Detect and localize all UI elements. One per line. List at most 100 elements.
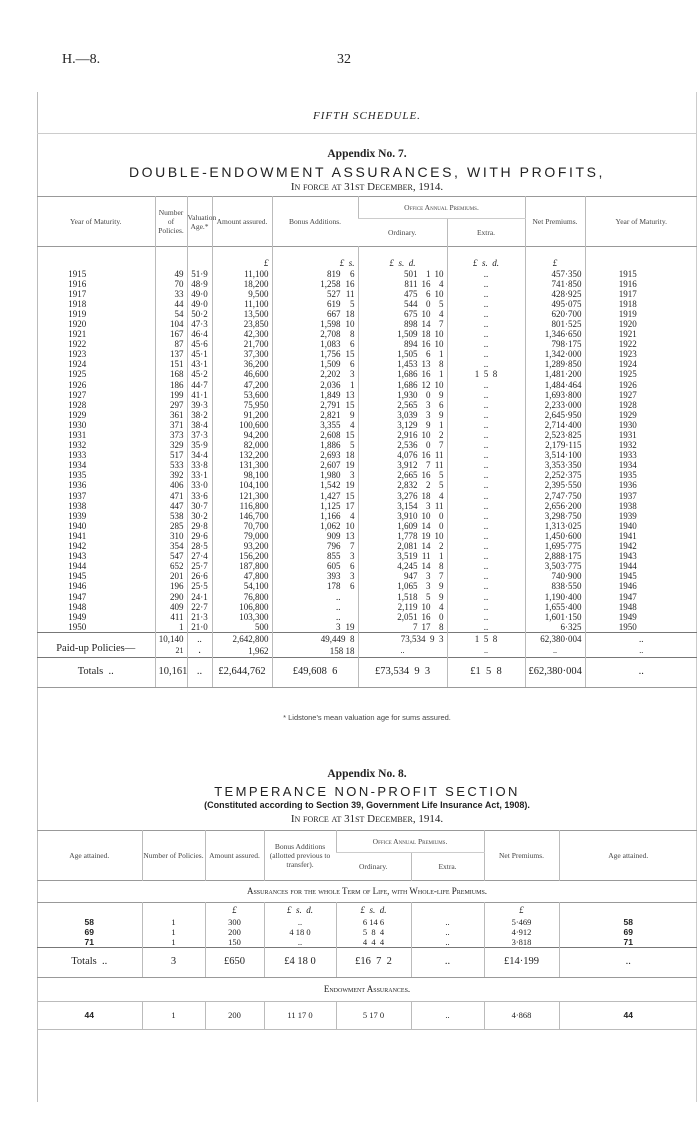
extra-cell: .. xyxy=(446,349,526,360)
ordinary-pence: 10 xyxy=(434,268,444,279)
bonus-pounds: 1,427 xyxy=(320,490,341,501)
table-row: 1915 49 51·9 11,100 819 6 501 1 10.. 457·350 1915 xyxy=(37,268,698,279)
bonus-cell: 178 6 xyxy=(271,581,358,592)
valuation-age-cell: 33·8 xyxy=(186,460,212,471)
amount-cell: 91,200 xyxy=(211,409,272,420)
net-premium-cell: 1,601·150 xyxy=(524,611,586,622)
ordinary-pounds: 3,154 xyxy=(397,500,418,511)
ordinary-pounds: 3,519 xyxy=(397,551,418,562)
appendix-8-label: Appendix No. 8. xyxy=(327,768,407,780)
extra-cell: .. xyxy=(410,946,485,978)
extra-cell: .. xyxy=(446,571,526,582)
subtotal-amount: 2,642,800 xyxy=(211,632,272,645)
bonus-cell: .. xyxy=(263,916,336,927)
valuation-age-cell: 45·2 xyxy=(186,369,212,380)
amount-cell: 146,700 xyxy=(211,510,272,521)
ordinary-cell: 4,076 16 11 xyxy=(357,450,447,461)
ordinary-shillings: 16 xyxy=(421,369,431,380)
bonus-pounds: 667 xyxy=(327,308,341,319)
amount-cell: 100,600 xyxy=(211,419,272,430)
section-whole-life: Assurances for the whole Term of Life, w… xyxy=(246,886,488,897)
ordinary-pence: 11 xyxy=(434,460,444,471)
ordinary-cell: 544 0 5 xyxy=(357,298,447,309)
net-premium-cell: 2,233·000 xyxy=(524,399,586,410)
ordinary-shillings: 12 xyxy=(421,379,431,390)
number-cell: 361 xyxy=(154,409,187,420)
bonus-pounds: 1,166 xyxy=(320,510,341,521)
year-cell: 1928 xyxy=(68,399,87,410)
year-cell: 1926 xyxy=(68,379,87,390)
number-cell: 409 xyxy=(154,601,187,612)
bonus-pounds: 1,509 xyxy=(320,359,341,370)
net-premium-cell: 1,484·464 xyxy=(524,379,586,390)
bonus-pounds: .. xyxy=(336,591,341,602)
extra-cell: .. xyxy=(446,460,526,471)
bonus-pounds: 1,886 xyxy=(320,440,341,451)
bonus-shillings: 13 xyxy=(345,389,355,400)
amount-cell: 54,100 xyxy=(211,581,272,592)
ordinary-pence: 11 xyxy=(434,450,444,461)
net-premium-cell: 2,395·550 xyxy=(524,480,586,491)
valuation-age-cell: 30·2 xyxy=(186,510,212,521)
bonus-shillings: 6 xyxy=(350,268,355,279)
ordinary-pence: 8 xyxy=(439,621,444,632)
year-cell-2: 1940 xyxy=(584,520,698,531)
bonus-pounds: 2,708 xyxy=(320,329,341,340)
ordinary-shillings: 10 xyxy=(421,601,431,612)
extra-cell: .. xyxy=(446,450,526,461)
bonus-cell: .. xyxy=(271,611,358,622)
appendix-7-title: DOUBLE-ENDOWMENT ASSURANCES, WITH PROFIT… xyxy=(128,164,606,180)
bonus-shillings: 5 xyxy=(350,440,355,451)
year-cell-2: 1947 xyxy=(584,591,698,602)
totals-row: Totals .. 3 £650 £4 18 0 £16 7 2.. £14·199.. xyxy=(37,946,698,978)
extra-cell: .. xyxy=(410,916,485,927)
amount-cell: 103,300 xyxy=(211,611,272,622)
bonus-shillings: 3 xyxy=(350,470,355,481)
ordinary-pence: 10 xyxy=(434,339,444,350)
ordinary-pence: 10 xyxy=(434,530,444,541)
ordinary-pounds: 1,453 xyxy=(397,359,418,370)
ordinary-cell: 2,051 16 0 xyxy=(357,611,447,622)
year-cell: 1930 xyxy=(68,419,87,430)
net-premium-cell: 1,655·400 xyxy=(524,601,586,612)
number-cell: 44 xyxy=(154,298,187,309)
year-cell-2: 1933 xyxy=(584,450,698,461)
bonus-shillings: 15 xyxy=(345,399,355,410)
amount-cell: 93,200 xyxy=(211,541,272,552)
valuation-age-cell: 38·2 xyxy=(186,409,212,420)
year-cell-2: 1942 xyxy=(584,541,698,552)
ordinary-shillings: 3 xyxy=(426,581,431,592)
net-premium-cell: 5·469 xyxy=(483,916,560,927)
paidup-number: 21 xyxy=(154,644,187,658)
amount-cell: 11,100 xyxy=(211,268,272,279)
bonus-shillings: 3 xyxy=(350,571,355,582)
ordinary-cell: 475 6 10 xyxy=(357,288,447,299)
amount-cell: 9,500 xyxy=(211,288,272,299)
appendix-7-label: Appendix No. 7. xyxy=(327,148,407,160)
table-row: 1939 538 30·2 146,700 1,166 4 3,910 10 0.. 3,298·… xyxy=(37,510,698,521)
extra-cell: .. xyxy=(446,278,526,289)
ordinary-shillings: 3 xyxy=(426,571,431,582)
unit-net: £ xyxy=(483,902,560,917)
unit-extra: £ s. d. xyxy=(446,246,526,269)
number-cell: 49 xyxy=(154,268,187,279)
paidup-age: . xyxy=(186,644,212,658)
table-row: 1925 168 45·2 46,600 2,202 3 1,686 16 1 1 5 8 1,48… xyxy=(37,369,698,380)
ordinary-pence: 11 xyxy=(434,500,444,511)
extra-cell: .. xyxy=(446,520,526,531)
ordinary-pence: 9 xyxy=(439,389,444,400)
ordinary-cell: 2,916 10 2 xyxy=(357,430,447,441)
valuation-age-cell: 33·1 xyxy=(186,470,212,481)
number-cell: 196 xyxy=(154,581,187,592)
ordinary-pounds: 3,910 xyxy=(397,510,418,521)
ordinary-shillings: 3 xyxy=(426,409,431,420)
ordinary-cell: 3,910 10 0 xyxy=(357,510,447,521)
ordinary-cell: 2,565 3 6 xyxy=(357,399,447,410)
bonus-cell: .. xyxy=(271,601,358,612)
ordinary-pounds: 1,686 xyxy=(397,369,418,380)
year-cell: 1937 xyxy=(68,490,87,501)
net-premium-cell: 4·912 xyxy=(483,926,560,937)
year-cell-2: 1927 xyxy=(584,389,698,400)
bonus-pounds: 527 xyxy=(327,288,341,299)
ordinary-pence: 10 xyxy=(434,329,444,340)
